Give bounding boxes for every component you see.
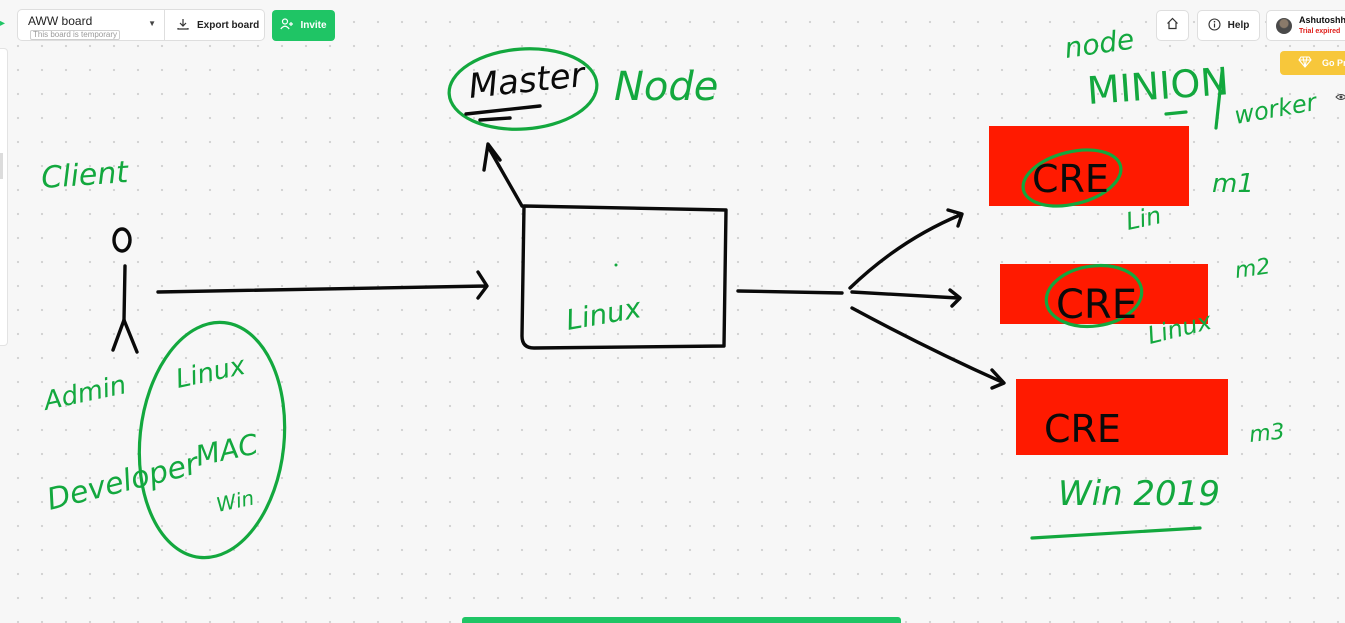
eye-icon[interactable] (1335, 92, 1345, 104)
developer-ellipse (137, 320, 287, 560)
collapse-arrow-icon[interactable]: ▸ (0, 18, 6, 29)
arrow-client-to-master (156, 270, 489, 300)
worker-label: worker (1232, 88, 1320, 130)
home-icon (1166, 17, 1179, 35)
invite-label: Invite (300, 20, 327, 31)
chevron-down-icon: ▼ (148, 19, 156, 28)
admin-stick-figure (111, 227, 139, 354)
node-label: Node (614, 64, 718, 110)
master-label: Master (467, 55, 589, 107)
user-name: Ashutoshh (1299, 15, 1345, 25)
win2019-underline (1030, 526, 1202, 540)
board-name: AWW board (28, 14, 93, 28)
lin1-label: Lin (1123, 201, 1163, 236)
export-board-button[interactable]: Export board (165, 9, 265, 41)
center-dot (614, 263, 618, 267)
home-button[interactable] (1156, 10, 1189, 41)
master-ellipse (447, 47, 599, 131)
cre-box-3 (1016, 379, 1228, 455)
diamond-icon (1298, 56, 1312, 70)
tools-rail-segment (0, 153, 3, 179)
cre1-circle (1021, 148, 1123, 208)
invite-button[interactable]: Invite (272, 10, 335, 41)
dev-mac-label: MAC (193, 427, 262, 472)
m3-label: m3 (1248, 419, 1286, 448)
arrow-to-master (482, 142, 524, 208)
board-temp-note: This board is temporary (30, 30, 121, 40)
client-label: Client (40, 155, 130, 196)
tools-rail[interactable] (0, 48, 8, 346)
bottom-toolbar-edge[interactable] (462, 617, 901, 623)
cre2-circle (1044, 263, 1144, 329)
cre-box-2 (1000, 264, 1208, 324)
center-linux-label: Linux (563, 291, 643, 337)
go-pro-button[interactable]: Go Pro (1280, 51, 1345, 75)
cre2-label: CRE (1056, 282, 1137, 328)
add-user-icon (280, 18, 294, 33)
cre-box-1 (989, 126, 1189, 206)
download-icon (177, 18, 189, 33)
minion-underline (1164, 110, 1188, 116)
developer-label: Developer (43, 446, 203, 518)
help-button[interactable]: Help (1197, 10, 1260, 41)
go-pro-label: Go Pro (1322, 58, 1345, 68)
m2-label: m2 (1233, 254, 1272, 284)
admin-label: Admin (39, 370, 129, 417)
m1-label: m1 (1212, 169, 1254, 199)
minion-worker-separator (1214, 70, 1224, 130)
user-menu[interactable]: Ashutoshh Trial expired (1266, 10, 1345, 41)
cre3-label: CRE (1044, 407, 1121, 451)
fanout-arrows (736, 208, 1006, 390)
help-label: Help (1227, 20, 1250, 31)
center-box (520, 204, 728, 350)
trial-status: Trial expired (1299, 28, 1341, 35)
dev-win-label: Win (214, 486, 256, 517)
board-selector[interactable]: AWW board This board is temporary ▼ (17, 9, 165, 41)
win2019-label: Win 2019 (1058, 474, 1220, 514)
info-icon (1208, 17, 1221, 34)
cre1-label: CRE (1032, 157, 1109, 201)
avatar (1276, 18, 1292, 34)
node-top-label: node (1062, 23, 1136, 65)
master-underline (464, 104, 542, 122)
minion-label: MINION (1086, 59, 1231, 113)
dev-linux-label: Linux (173, 351, 248, 395)
export-board-label: Export board (197, 19, 260, 31)
